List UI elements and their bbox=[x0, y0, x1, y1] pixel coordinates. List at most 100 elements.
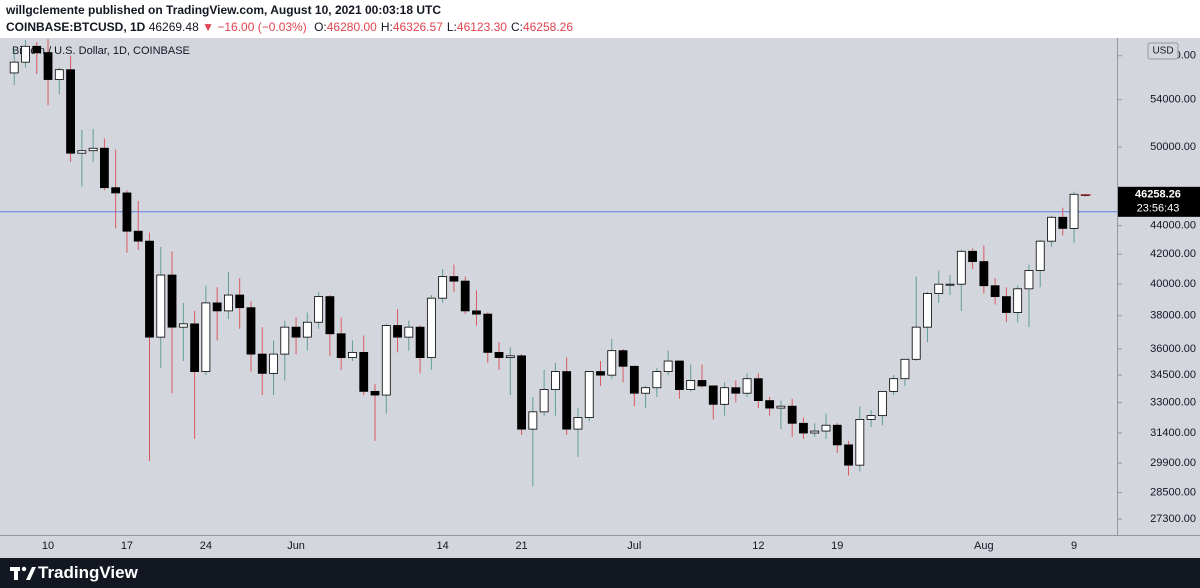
candle-body bbox=[257, 353, 267, 374]
candle-body bbox=[720, 387, 729, 405]
candle-body bbox=[494, 351, 504, 358]
candle-body bbox=[156, 274, 166, 338]
header: willgclemente published on TradingView.c… bbox=[0, 0, 1200, 38]
candle-body bbox=[1069, 193, 1079, 229]
candle-body bbox=[900, 358, 910, 380]
x-tick-label: 24 bbox=[200, 540, 212, 552]
candle-body bbox=[359, 351, 369, 392]
candle-body bbox=[1024, 270, 1034, 290]
candle-body bbox=[302, 321, 312, 338]
quote-line: COINBASE:BTCUSD, 1D 46269.48 ▼ −16.00 (−… bbox=[6, 20, 573, 34]
y-tick-label: 28500.00 bbox=[1150, 486, 1196, 498]
x-tick-label: Aug bbox=[974, 540, 994, 552]
chart: Bitcoin / U.S. Dollar, 1D, COINBASE 2730… bbox=[0, 38, 1200, 558]
candle-body bbox=[54, 69, 64, 80]
candle-body bbox=[652, 371, 662, 389]
y-tick-label: 33000.00 bbox=[1150, 396, 1196, 408]
y-tick-label: 34500.00 bbox=[1150, 369, 1196, 381]
candle-body bbox=[675, 360, 684, 390]
candle-body bbox=[483, 313, 493, 353]
y-tick-label: 44000.00 bbox=[1150, 220, 1196, 232]
candle-body bbox=[1058, 216, 1068, 229]
candle-body bbox=[190, 323, 200, 372]
x-tick-label: 14 bbox=[437, 540, 449, 552]
candle-body bbox=[1002, 296, 1011, 313]
candle-body bbox=[224, 294, 233, 312]
candle-body bbox=[832, 424, 842, 446]
footer: TradingView bbox=[0, 558, 1200, 588]
ohlc: O:46280.00 H:46326.57 L:46123.30 C:46258.26 bbox=[310, 20, 573, 34]
logo bbox=[10, 566, 36, 580]
candle-body bbox=[77, 150, 87, 154]
last-price-box bbox=[1118, 186, 1200, 217]
candle-body bbox=[449, 276, 459, 282]
change-arrow: ▼ bbox=[202, 20, 214, 34]
candle-body bbox=[505, 355, 515, 358]
candle-body bbox=[167, 274, 177, 328]
candle-body bbox=[956, 250, 966, 285]
candle-body bbox=[945, 283, 955, 286]
candle-body bbox=[32, 45, 42, 53]
y-tick-label: 36000.00 bbox=[1150, 343, 1196, 355]
candle-body bbox=[787, 405, 797, 424]
ohlc-label: L: bbox=[446, 20, 457, 34]
x-tick-label: 12 bbox=[752, 540, 764, 552]
candle-body bbox=[551, 371, 560, 390]
candle-body bbox=[968, 250, 977, 262]
candle-body bbox=[923, 293, 932, 328]
candle-body bbox=[990, 285, 1000, 298]
candle-body bbox=[100, 147, 109, 189]
candle-body bbox=[844, 444, 853, 466]
candle-body bbox=[325, 296, 335, 335]
x-tick-label: Jul bbox=[627, 540, 641, 552]
candle-body bbox=[1047, 216, 1056, 242]
candle-body bbox=[460, 280, 470, 312]
y-tick-label: 29900.00 bbox=[1150, 457, 1196, 469]
candle-body bbox=[235, 294, 245, 309]
candle-body bbox=[596, 371, 605, 376]
candle-body bbox=[9, 61, 19, 74]
candle-body bbox=[708, 385, 718, 405]
currency-box bbox=[1147, 42, 1179, 60]
candle-body bbox=[145, 240, 154, 338]
chart-background bbox=[0, 38, 1200, 558]
candle-body bbox=[426, 297, 436, 358]
candle-body bbox=[415, 326, 425, 358]
candle-body bbox=[246, 307, 256, 355]
candle-body bbox=[178, 323, 188, 328]
candle-body bbox=[697, 380, 707, 387]
countdown: 23:56:43 bbox=[1137, 203, 1180, 215]
candle-body bbox=[517, 355, 526, 430]
candle-body bbox=[641, 387, 650, 394]
candle-body bbox=[911, 326, 921, 360]
candle-body bbox=[607, 350, 617, 376]
candle-body bbox=[280, 326, 290, 355]
candle-body bbox=[1013, 288, 1023, 313]
candle-body bbox=[381, 325, 391, 396]
candle-body bbox=[43, 52, 53, 80]
candle-body bbox=[765, 400, 775, 409]
candle-body bbox=[629, 365, 639, 394]
candle-body bbox=[201, 302, 211, 372]
currency: USD bbox=[1152, 46, 1173, 57]
candle-body bbox=[21, 45, 30, 63]
x-tick-label: 17 bbox=[121, 540, 133, 552]
ohlc-value: 46123.30 bbox=[456, 20, 507, 34]
candle-body bbox=[393, 325, 402, 338]
candle-body bbox=[438, 276, 448, 299]
candle-body bbox=[810, 430, 820, 434]
candle-body bbox=[618, 350, 628, 367]
candle-body bbox=[66, 69, 75, 154]
y-tick-label: 38000.00 bbox=[1150, 310, 1196, 322]
candle-body bbox=[528, 411, 538, 430]
last-price: 46269.48 bbox=[148, 20, 199, 34]
candle-body bbox=[269, 353, 278, 374]
x-tick-label: 19 bbox=[831, 540, 843, 552]
candle-body bbox=[889, 378, 899, 392]
symbol: COINBASE:BTCUSD, 1D bbox=[6, 20, 146, 34]
candle-body bbox=[314, 296, 324, 323]
candle-body bbox=[979, 261, 989, 287]
ohlc-label: H: bbox=[380, 20, 393, 34]
candle-body bbox=[336, 333, 346, 358]
